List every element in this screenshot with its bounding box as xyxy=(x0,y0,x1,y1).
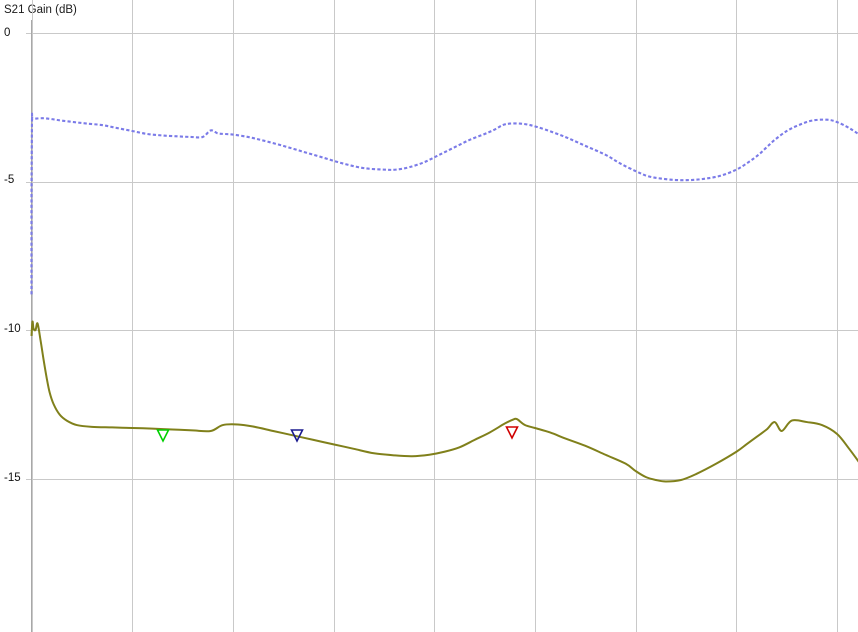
marker-navy-icon[interactable] xyxy=(290,429,304,443)
gridlines-horizontal xyxy=(26,33,858,480)
gridlines-vertical xyxy=(32,0,838,632)
markers-layer xyxy=(156,426,519,443)
series-line-trace-2 xyxy=(30,320,858,483)
marker-red-icon[interactable] xyxy=(505,426,519,440)
ytick-label-minus10: -10 xyxy=(4,323,21,335)
marker-green-icon[interactable] xyxy=(156,429,170,443)
ytick-label-minus15: -15 xyxy=(4,472,21,484)
series-line-trace-1 xyxy=(30,112,858,295)
ytick-label-0: 0 xyxy=(4,27,11,39)
series-layer xyxy=(30,112,858,483)
ytick-label-minus5: -5 xyxy=(4,174,15,186)
page-title: S21 Gain (dB) xyxy=(4,4,77,16)
